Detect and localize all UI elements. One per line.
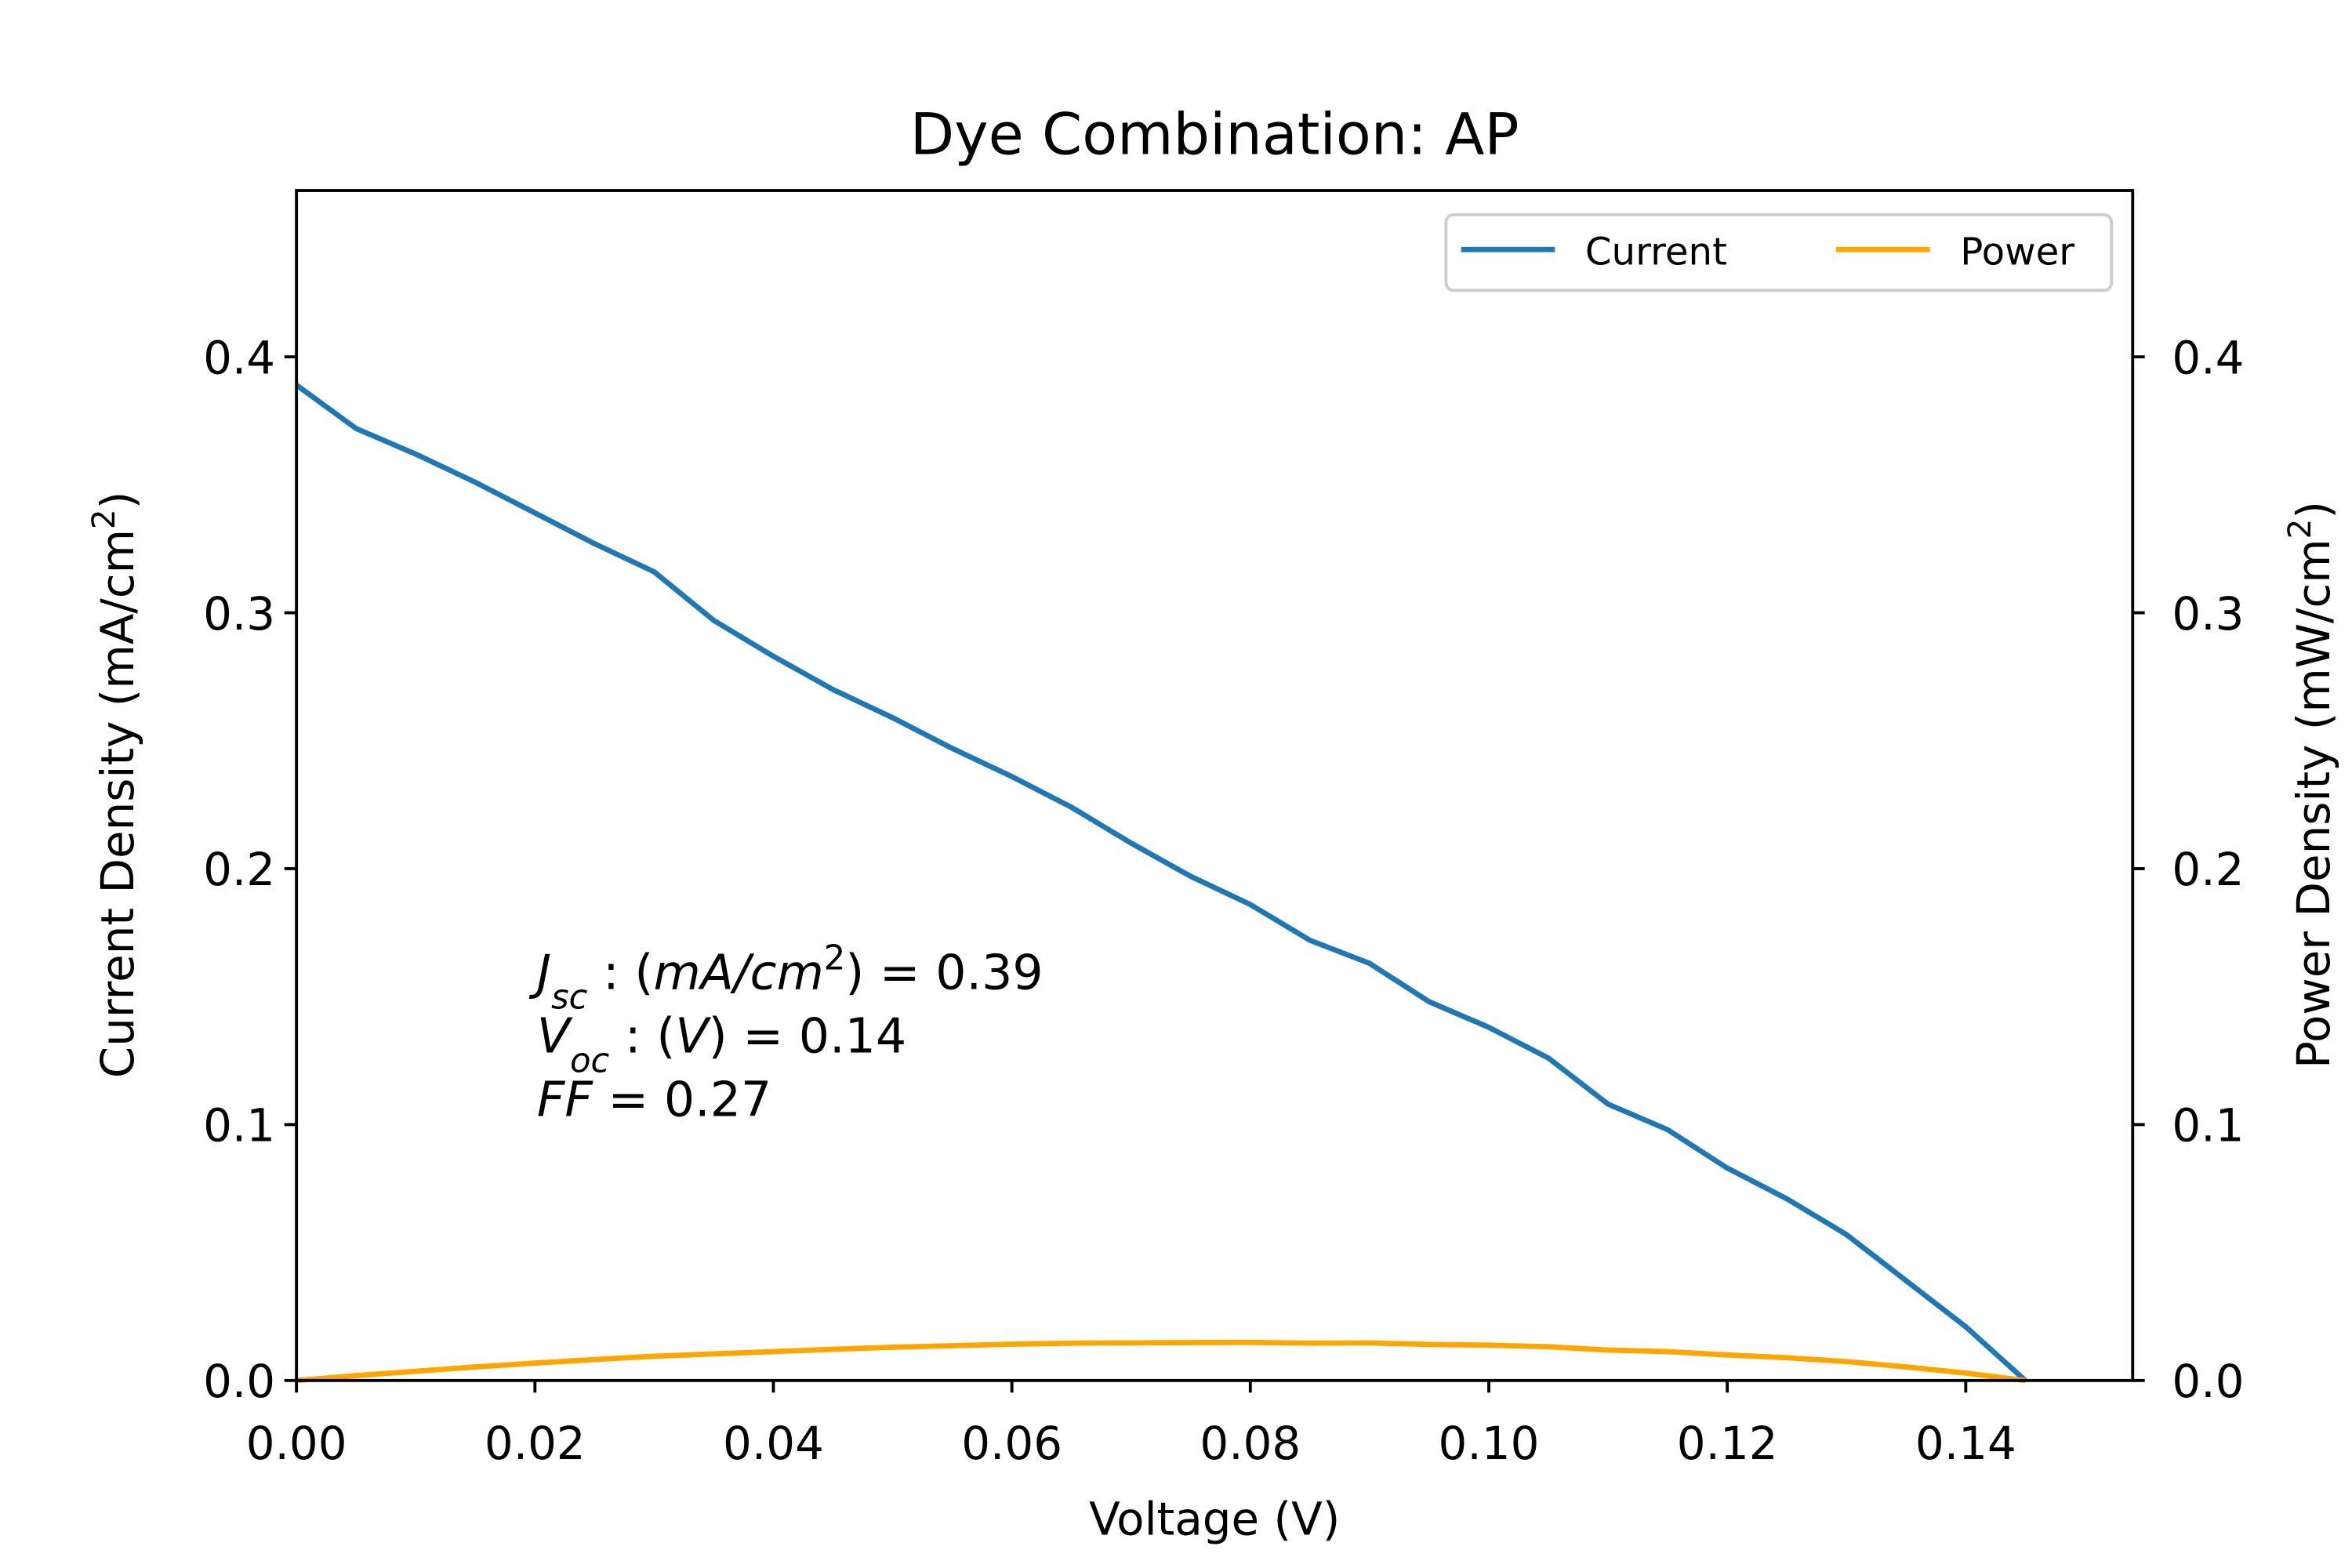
x-tick-label: 0.00 [246, 1417, 347, 1470]
x-axis-label: Voltage (V) [1089, 1493, 1340, 1546]
text-segment: Current Density (mA/cm [91, 529, 144, 1078]
x-tick-label: 0.08 [1200, 1417, 1301, 1470]
text-segment: : ( [587, 944, 653, 1000]
y-tick-label: 0.3 [203, 587, 275, 641]
x-tick-label: 0.02 [485, 1417, 586, 1470]
y-tick-label: 0.4 [203, 331, 275, 384]
y2-tick-label: 0.1 [2172, 1099, 2244, 1152]
legend-label: Power [1960, 230, 2074, 274]
y2-tick-label: 0.0 [2172, 1355, 2244, 1408]
y2-tick-label: 0.3 [2172, 587, 2244, 641]
y-tick-label: 0.2 [203, 843, 275, 896]
y2-tick-label: 0.4 [2172, 331, 2244, 384]
legend-label: Current [1585, 230, 1727, 274]
annotation: FF = 0.27 [537, 1071, 771, 1127]
x-tick-label: 0.04 [723, 1417, 824, 1470]
x-tick-label: 0.12 [1677, 1417, 1778, 1470]
text-segment: V [537, 1007, 573, 1064]
text-segment: = 0.27 [593, 1071, 771, 1127]
text-segment: mA/cm [653, 944, 823, 1000]
y2-axis-label: Power Density (mW/cm2) [2281, 501, 2340, 1069]
annotation: Voc : (V) = 0.14 [537, 1007, 906, 1080]
x-tick-label: 0.10 [1439, 1417, 1540, 1470]
text-segment: V [675, 1007, 711, 1064]
series-line [295, 383, 2027, 1383]
text-segment: ) [2287, 501, 2340, 519]
chart-title: Dye Combination: AP [910, 102, 1519, 169]
text-segment: ) = 0.39 [845, 944, 1043, 1000]
y-tick-label: 0.1 [203, 1099, 275, 1152]
text-segment: sc [551, 978, 588, 1017]
legend-box [1444, 212, 2114, 292]
y2-tick-label: 0.2 [2172, 843, 2244, 896]
x-tick-label: 0.06 [961, 1417, 1062, 1470]
text-segment: Power Density (mW/cm [2287, 539, 2340, 1068]
y-tick-label: 0.0 [203, 1355, 275, 1408]
text-segment: oc [570, 1041, 609, 1080]
text-segment: 2 [824, 938, 845, 978]
plot-frame [295, 189, 2135, 1382]
text-segment: : ( [609, 1007, 675, 1064]
text-segment: 2 [85, 509, 122, 529]
text-segment: FF [537, 1071, 594, 1127]
series-line [296, 1339, 2026, 1384]
y-axis-label: Current Density (mA/cm2) [85, 492, 144, 1078]
text-segment: ) [91, 492, 144, 510]
text-segment: ) = 0.14 [709, 1007, 906, 1064]
text-segment: 2 [2281, 519, 2318, 539]
x-tick-label: 0.14 [1915, 1417, 2016, 1470]
